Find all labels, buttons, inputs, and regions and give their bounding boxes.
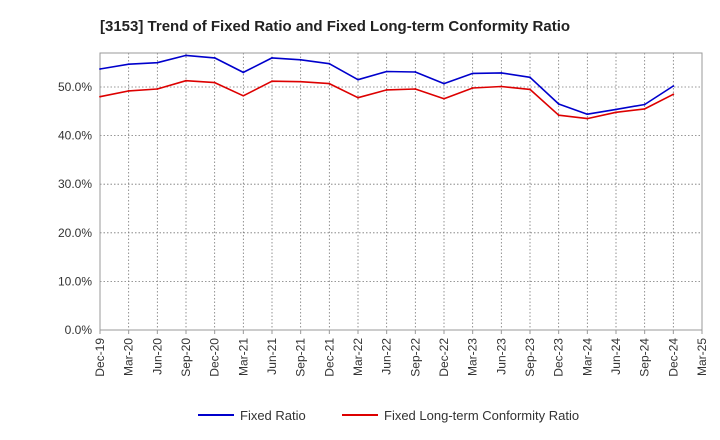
y-tick-label: 30.0%: [58, 177, 92, 191]
axes: 0.0% 10.0% 20.0% 30.0% 40.0% 50.0% Dec-19 Mar-2…: [58, 52, 709, 377]
series-2-point: [328, 82, 331, 85]
series-1-point: [127, 63, 130, 66]
series-1-point: [99, 68, 101, 70]
series-1-point: [156, 61, 159, 64]
series-2-point: [529, 88, 531, 91]
x-tick-label: Dec-24: [666, 338, 680, 377]
chart-title: [3153] Trend of Fixed Ratio and Fixed Lo…: [100, 18, 570, 35]
y-tick-label: 40.0%: [58, 129, 92, 143]
x-tick-label: Mar-24: [580, 338, 594, 376]
grid: [100, 53, 703, 330]
plot-frame: [99, 52, 703, 331]
series-1-point: [672, 85, 675, 87]
x-tick-label: Sep-20: [179, 338, 193, 377]
series-2-point: [615, 111, 617, 114]
series-1-point: [615, 108, 617, 111]
legend: Fixed Ratio Fixed Long-term Conformity Ra…: [198, 408, 579, 423]
x-tick-label: Sep-23: [523, 338, 537, 377]
series-1-point: [471, 72, 474, 75]
legend-label: Fixed Long-term Conformity Ratio: [384, 408, 579, 423]
y-tick-label: 0.0%: [65, 323, 93, 337]
series-1-point: [271, 56, 273, 59]
series-2-point: [414, 88, 417, 90]
series-2-point: [672, 93, 675, 96]
series-2-point: [385, 89, 388, 91]
y-tick-label: 50.0%: [58, 80, 92, 94]
legend-label: Fixed Ratio: [240, 408, 306, 423]
series-1-point: [242, 71, 245, 74]
series-2-point: [357, 96, 359, 99]
series-1-point: [443, 82, 445, 85]
x-tick-label: Mar-22: [351, 338, 365, 376]
series-1-point: [385, 70, 388, 73]
series-1-point: [529, 76, 531, 79]
x-tick-label: Dec-21: [322, 338, 336, 377]
series-2-point: [185, 79, 187, 82]
series-2-point: [213, 81, 216, 84]
series-1-point: [213, 56, 216, 59]
series-2-point: [127, 90, 130, 92]
x-tick-label: Mar-25: [695, 338, 709, 376]
x-tick-label: Jun-24: [609, 338, 623, 375]
x-tick-label: Dec-22: [437, 338, 451, 377]
x-tick-label: Sep-22: [408, 338, 422, 377]
x-tick-label: Jun-22: [380, 338, 394, 375]
x-tick-label: Mar-21: [236, 338, 250, 376]
x-tick-label: Dec-20: [208, 338, 222, 377]
series-1-point: [643, 103, 646, 106]
x-tick-label: Sep-21: [294, 338, 308, 377]
y-tick-label: 10.0%: [58, 274, 92, 288]
series-1-point: [414, 71, 417, 73]
series-2-point: [643, 107, 646, 110]
series-2-point: [500, 85, 503, 88]
series-1-point: [586, 113, 589, 116]
series-2-point: [471, 87, 474, 89]
series-1-point: [299, 58, 302, 61]
x-tick-label: Mar-20: [122, 338, 136, 376]
x-tick-label: Jun-23: [494, 338, 508, 375]
series-1-point: [357, 78, 359, 81]
series-2-point: [99, 95, 101, 98]
x-tick-label: Jun-20: [150, 338, 164, 375]
series-2-point: [557, 114, 560, 117]
series-2-point: [443, 97, 445, 100]
series-2-point: [586, 117, 589, 120]
series-2-point: [271, 80, 273, 83]
series-1-point: [500, 72, 503, 74]
x-tick-label: Mar-23: [466, 338, 480, 376]
x-tick-label: Dec-23: [552, 338, 566, 377]
x-tick-label: Jun-21: [265, 338, 279, 375]
series-1-point: [328, 62, 331, 65]
series-2-point: [242, 94, 245, 97]
x-tick-label: Sep-24: [638, 338, 652, 377]
series-2-point: [299, 80, 302, 83]
series-1-point: [185, 54, 187, 57]
y-tick-label: 20.0%: [58, 226, 92, 240]
series-2-point: [156, 88, 159, 90]
x-tick-label: Dec-19: [93, 338, 107, 377]
series-1-point: [557, 103, 560, 105]
series-lines: [99, 54, 675, 120]
